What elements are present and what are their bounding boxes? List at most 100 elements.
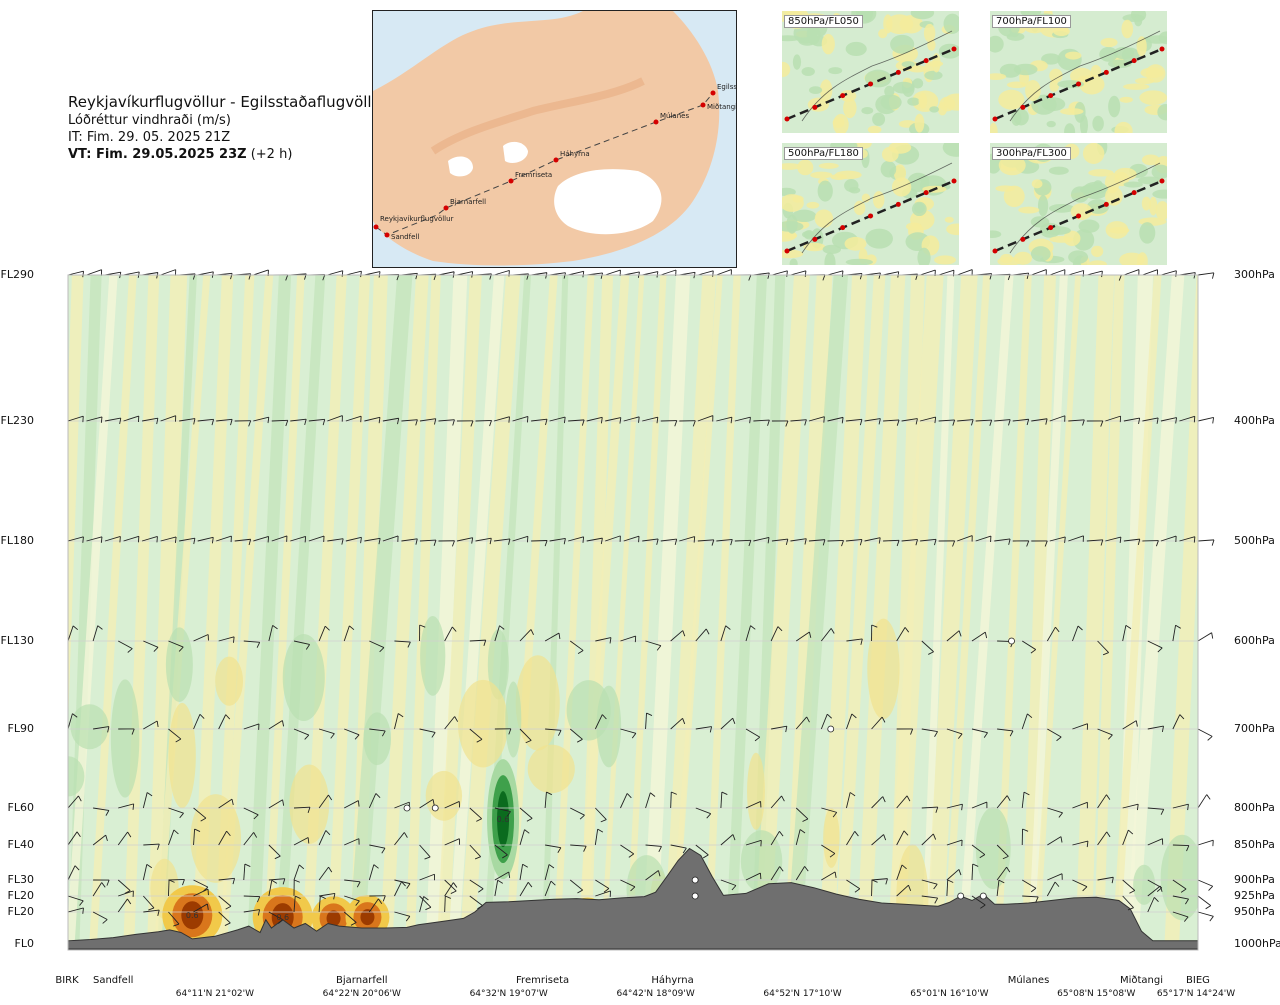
- wind-barb-flag: [1045, 418, 1048, 425]
- mini-map-station: [1076, 81, 1081, 87]
- wind-barb: [1197, 539, 1214, 542]
- wind-barb: [218, 911, 231, 924]
- wind-barb-flag: [105, 810, 110, 816]
- mini-map-field: [1031, 179, 1043, 189]
- field-band: [263, 275, 305, 950]
- wind-barb-flag: [656, 271, 659, 278]
- wind-barb: [1021, 879, 1037, 889]
- wind-barb-flag: [277, 919, 284, 924]
- wind-barb: [1142, 269, 1158, 276]
- wind-barb-flag: [915, 273, 919, 280]
- wind-barb: [770, 866, 781, 881]
- wind-barb-flag: [508, 416, 510, 423]
- level-map-700: 700hPa/FL100: [990, 11, 1167, 133]
- mini-map-field: [1031, 94, 1057, 115]
- wind-barb: [1122, 829, 1129, 846]
- mini-map-coast: [1009, 30, 1161, 122]
- wind-barb: [1097, 794, 1107, 809]
- wind-barb: [218, 877, 235, 881]
- wind-barb-flag: [375, 793, 381, 798]
- wind-barb-flag: [841, 417, 844, 424]
- mini-map-field: [1155, 201, 1167, 221]
- wind-barb: [117, 831, 128, 846]
- wind-barb: [827, 540, 844, 542]
- wind-barb: [1068, 419, 1085, 422]
- mini-map-field: [821, 33, 835, 55]
- wind-barb: [994, 273, 1011, 276]
- wind-barb: [623, 416, 640, 422]
- mini-map-field: [927, 60, 944, 67]
- mini-map-field: [806, 201, 820, 209]
- wind-barb: [327, 538, 344, 542]
- calm-wind-circle: [691, 892, 699, 900]
- wind-barb-flag: [267, 417, 270, 424]
- wind-barb: [720, 717, 734, 730]
- wind-barb: [545, 728, 562, 731]
- mini-map-field: [802, 231, 814, 239]
- wind-barb: [475, 273, 492, 276]
- wind-barb: [143, 720, 158, 730]
- wind-barb: [456, 537, 473, 542]
- wind-barb: [419, 539, 436, 542]
- level-map-700-canvas: [990, 11, 1167, 133]
- mini-map-station: [1048, 225, 1054, 231]
- wind-barb: [444, 801, 460, 809]
- wind-barb-flag: [433, 539, 437, 546]
- wind-barb: [318, 830, 327, 846]
- wind-barb-flag: [497, 879, 504, 884]
- mini-map-field: [1139, 222, 1156, 244]
- wind-barb-flag: [1064, 536, 1066, 543]
- wind-barb-flag: [1207, 736, 1213, 741]
- wind-barb-flag: [1111, 877, 1114, 884]
- pressure-level-label: 850hPa: [1234, 838, 1275, 851]
- wind-barb: [827, 270, 844, 276]
- wind-barb-flag: [804, 538, 807, 545]
- wind-barb: [345, 415, 362, 422]
- wind-barb-flag: [830, 628, 835, 634]
- field-patch: [505, 681, 522, 758]
- wind-barb: [827, 416, 844, 422]
- wind-barb: [549, 272, 566, 276]
- wind-barb-flag: [256, 896, 261, 903]
- wind-barb: [795, 716, 808, 730]
- mini-map-field: [910, 11, 935, 20]
- cell-contour: [565, 897, 610, 942]
- wind-barb-flag: [859, 539, 863, 546]
- mini-map-station: [992, 248, 998, 254]
- mini-map-field: [1070, 186, 1089, 203]
- wind-barb: [871, 796, 884, 809]
- field-patch: [566, 680, 611, 741]
- wind-barb: [318, 626, 326, 642]
- wind-barb: [438, 419, 455, 422]
- wind-barb: [679, 271, 696, 276]
- wind-barb: [975, 535, 992, 542]
- wind-barb-flag: [1175, 624, 1181, 629]
- wind-barb-flag: [78, 795, 82, 802]
- wind-barb-flag: [804, 866, 809, 872]
- wind-barb: [549, 537, 566, 542]
- wind-barb-flag: [173, 829, 179, 835]
- chart-title-block: Reykjavíkurflugvöllur - Egilsstaðaflugvö…: [68, 93, 387, 163]
- wind-barb-flag: [322, 419, 326, 426]
- mini-map-field: [1059, 108, 1084, 115]
- cell-contour: [360, 909, 375, 926]
- field-band: [886, 275, 944, 950]
- field-patch: [527, 744, 575, 794]
- wind-barb-flag: [248, 420, 252, 427]
- field-patch: [867, 618, 900, 720]
- wind-barb-flag: [1027, 713, 1033, 719]
- wind-barb: [996, 880, 1000, 897]
- wind-barb: [1179, 272, 1196, 276]
- wind-barb: [167, 879, 170, 897]
- wind-barb-flag: [646, 712, 653, 716]
- field-band: [818, 275, 868, 950]
- mini-map-field: [934, 255, 957, 265]
- wind-barb: [293, 864, 300, 881]
- wind-barb-flag: [545, 272, 548, 279]
- wind-barb-flag: [1026, 540, 1030, 547]
- wind-barb-flag: [508, 871, 511, 879]
- wind-barb: [971, 844, 986, 855]
- wind-barb-flag: [82, 907, 84, 914]
- wind-barb: [117, 879, 131, 891]
- wind-barb: [117, 898, 128, 913]
